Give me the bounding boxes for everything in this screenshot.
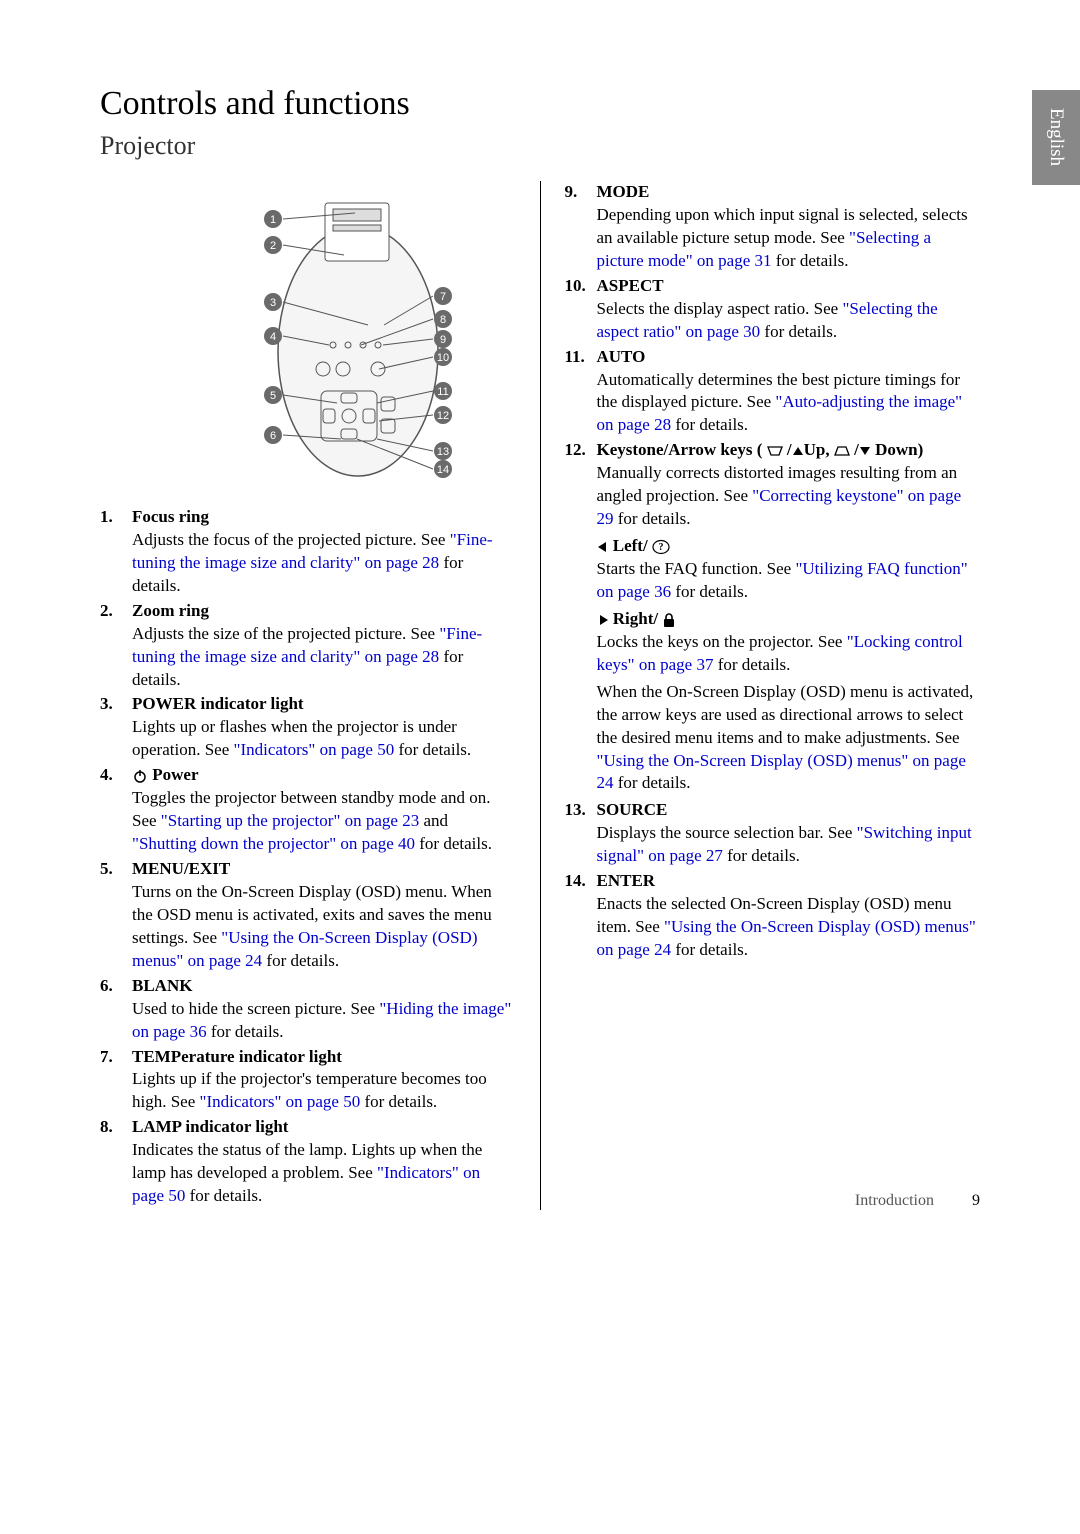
svg-text:7: 7: [440, 291, 446, 303]
footer-section: Introduction: [855, 1192, 934, 1209]
svg-text:1: 1: [270, 214, 276, 226]
svg-text:6: 6: [270, 430, 276, 442]
xref-link[interactable]: "Using the On-Screen Display (OSD) menus…: [132, 928, 477, 970]
xref-link[interactable]: "Selecting the aspect ratio" on page 30: [597, 299, 938, 341]
item-number: 4.: [100, 764, 132, 856]
item-number: 3.: [100, 693, 132, 762]
item-body: Adjusts the focus of the projected pictu…: [132, 530, 493, 595]
item-number: 2.: [100, 600, 132, 692]
left-column: 1234567891011121314 1.Focus ringAdjusts …: [100, 181, 516, 1210]
list-item: 9.MODEDepending upon which input signal …: [565, 181, 981, 273]
list-item: 14.ENTEREnacts the selected On-Screen Di…: [565, 870, 981, 962]
item-number: 7.: [100, 1046, 132, 1115]
list-item: 11.AUTOAutomatically determines the best…: [565, 346, 981, 438]
list-item: 3.POWER indicator lightLights up or flas…: [100, 693, 516, 762]
svg-text:4: 4: [270, 331, 276, 343]
xref-link[interactable]: "Indicators" on page 50: [234, 740, 395, 759]
svg-text:3: 3: [270, 297, 276, 309]
item-number: 11.: [565, 346, 597, 438]
svg-text:5: 5: [270, 390, 276, 402]
svg-text:14: 14: [437, 464, 449, 476]
sub-item: Right/ Locks the keys on the projector. …: [565, 608, 981, 796]
sub-body: Starts the FAQ function. See "Utilizing …: [597, 558, 981, 604]
svg-text:9: 9: [440, 334, 446, 346]
page-subheading: Projector: [100, 131, 980, 161]
item-body: Automatically determines the best pictur…: [597, 370, 963, 435]
list-item: 5.MENU/EXITTurns on the On-Screen Displa…: [100, 858, 516, 973]
xref-link[interactable]: "Shutting down the projector" on page 40: [132, 834, 415, 853]
item-number: 1.: [100, 506, 132, 598]
xref-link[interactable]: "Utilizing FAQ function" on page 36: [597, 559, 968, 601]
item-number: 5.: [100, 858, 132, 973]
xref-link[interactable]: "Starting up the projector" on page 23: [161, 811, 419, 830]
list-item: 2.Zoom ringAdjusts the size of the proje…: [100, 600, 516, 692]
svg-text:?: ?: [658, 542, 663, 553]
svg-text:13: 13: [437, 446, 449, 458]
xref-link[interactable]: "Locking control keys" on page 37: [597, 632, 963, 674]
xref-link[interactable]: "Using the On-Screen Display (OSD) menus…: [597, 917, 976, 959]
projector-diagram: 1234567891011121314: [100, 181, 516, 488]
item-body: Used to hide the screen picture. See "Hi…: [132, 999, 511, 1041]
svg-text:10: 10: [437, 352, 449, 364]
list-item: 13.SOURCEDisplays the source selection b…: [565, 799, 981, 868]
page-footer: Introduction 9: [855, 1192, 980, 1210]
svg-text:12: 12: [437, 410, 449, 422]
footer-page-number: 9: [972, 1192, 980, 1209]
item-number: 8.: [100, 1116, 132, 1208]
item-number: 13.: [565, 799, 597, 868]
right-column: 9.MODEDepending upon which input signal …: [565, 181, 981, 1210]
svg-text:2: 2: [270, 240, 276, 252]
list-item: 12.Keystone/Arrow keys ( /Up, / Down)Man…: [565, 439, 981, 531]
item-body: Indicates the status of the lamp. Lights…: [132, 1140, 482, 1205]
list-item: 4. PowerToggles the projector between st…: [100, 764, 516, 856]
item-number: 9.: [565, 181, 597, 273]
xref-link[interactable]: "Hiding the image" on page 36: [132, 999, 511, 1041]
sub-item: Left/ ?Starts the FAQ function. See "Uti…: [565, 535, 981, 604]
xref-link[interactable]: "Fine-tuning the image size and clarity"…: [132, 530, 493, 572]
sub-extra: When the On-Screen Display (OSD) menu is…: [597, 681, 981, 796]
item-number: 6.: [100, 975, 132, 1044]
item-body: Depending upon which input signal is sel…: [597, 205, 968, 270]
item-number: 14.: [565, 870, 597, 962]
svg-text:8: 8: [440, 314, 446, 326]
list-item: 7.TEMPerature indicator lightLights up i…: [100, 1046, 516, 1115]
item-body: Lights up if the projector's temperature…: [132, 1069, 487, 1111]
item-number: 12.: [565, 439, 597, 531]
sub-body: Locks the keys on the projector. See "Lo…: [597, 631, 981, 677]
xref-link[interactable]: "Auto-adjusting the image" on page 28: [597, 392, 963, 434]
list-item: 10.ASPECTSelects the display aspect rati…: [565, 275, 981, 344]
xref-link[interactable]: "Correcting keystone" on page 29: [597, 486, 962, 528]
xref-link[interactable]: "Selecting a picture mode" on page 31: [597, 228, 932, 270]
list-item: 6.BLANKUsed to hide the screen picture. …: [100, 975, 516, 1044]
item-body: Turns on the On-Screen Display (OSD) men…: [132, 882, 492, 970]
xref-link[interactable]: "Indicators" on page 50: [132, 1163, 480, 1205]
xref-link[interactable]: "Fine-tuning the image size and clarity"…: [132, 624, 482, 666]
item-body: Lights up or flashes when the projector …: [132, 717, 471, 759]
item-number: 10.: [565, 275, 597, 344]
list-item: 1.Focus ringAdjusts the focus of the pro…: [100, 506, 516, 598]
xref-link[interactable]: "Indicators" on page 50: [200, 1092, 361, 1111]
page-heading: Controls and functions: [100, 85, 980, 123]
item-body: Displays the source selection bar. See "…: [597, 823, 972, 865]
item-body: Toggles the projector between standby mo…: [132, 788, 492, 853]
svg-text:11: 11: [437, 386, 448, 398]
list-item: 8.LAMP indicator lightIndicates the stat…: [100, 1116, 516, 1208]
item-body: Manually corrects distorted images resul…: [597, 463, 962, 528]
xref-link[interactable]: "Switching input signal" on page 27: [597, 823, 972, 865]
item-body: Selects the display aspect ratio. See "S…: [597, 299, 938, 341]
item-body: Enacts the selected On-Screen Display (O…: [597, 894, 976, 959]
xref-link[interactable]: "Using the On-Screen Display (OSD) menus…: [597, 751, 966, 793]
item-body: Adjusts the size of the projected pictur…: [132, 624, 482, 689]
column-divider: [540, 181, 541, 1210]
